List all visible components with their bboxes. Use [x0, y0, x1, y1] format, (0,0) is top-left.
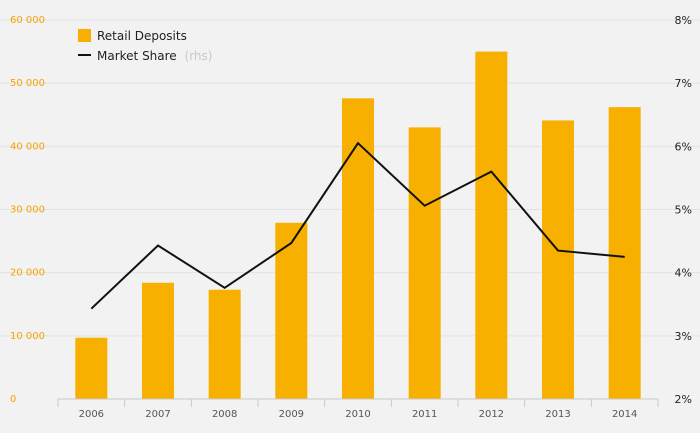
- y-right-tick-label: 6%: [675, 140, 692, 153]
- y-right-tick-label: 7%: [675, 77, 692, 90]
- x-tick-label: 2011: [412, 409, 437, 420]
- y-right-tick-label: 8%: [675, 14, 692, 27]
- x-axis-ticks: 2006 2007 2008 2009 2010 2011 2012 2013 2014: [79, 409, 638, 420]
- x-tick-label: 2014: [612, 409, 637, 420]
- x-tick-label: 2010: [345, 409, 370, 420]
- y-left-tick-label: 20 000: [10, 268, 45, 279]
- y-axis-left-ticks: 0 10 000 20 000 30 000 40 000 50 000 60 000: [10, 15, 45, 405]
- y-left-tick-label: 40 000: [10, 141, 45, 152]
- x-tick-label: 2009: [279, 409, 304, 420]
- bar-2010: [342, 98, 374, 400]
- bars-retail-deposits: [75, 51, 641, 400]
- y-left-tick-label: 50 000: [10, 78, 45, 89]
- x-tick-label: 2008: [212, 409, 237, 420]
- y-left-tick-label: 0: [10, 394, 16, 405]
- line-market-share: [90, 141, 625, 310]
- legend-market-share-suffix: (rhs): [185, 49, 213, 63]
- y-axis-right-ticks: 2% 3% 4% 5% 6% 7% 8%: [675, 14, 692, 406]
- bar-2013: [542, 120, 574, 399]
- bar-2014: [608, 107, 641, 400]
- bar-2011: [408, 127, 441, 399]
- legend-market-share-name: Market Share: [97, 49, 177, 63]
- x-axis: [57, 398, 659, 407]
- y-right-tick-label: 5%: [675, 204, 692, 217]
- bar-2007: [142, 282, 174, 399]
- legend[interactable]: Retail Deposits Market Share (rhs): [78, 29, 212, 63]
- y-left-tick-label: 30 000: [10, 205, 45, 216]
- bar-2006: [75, 337, 108, 399]
- y-left-tick-label: 10 000: [10, 331, 45, 342]
- x-tick-label: 2006: [79, 409, 104, 420]
- bar-2009: [275, 222, 308, 399]
- legend-label-market-share: Market Share (rhs): [97, 49, 212, 63]
- y-left-tick-label: 60 000: [10, 15, 45, 26]
- x-tick-label: 2012: [479, 409, 504, 420]
- x-tick-label: 2007: [145, 409, 170, 420]
- y-right-tick-label: 2%: [675, 393, 692, 406]
- x-tick-label: 2013: [545, 409, 570, 420]
- legend-label-retail-deposits: Retail Deposits: [97, 29, 187, 43]
- legend-swatch-retail-deposits: [78, 29, 91, 42]
- bar-2008: [208, 289, 241, 399]
- y-right-tick-label: 4%: [675, 267, 692, 280]
- bar-2012: [475, 51, 508, 399]
- y-right-tick-label: 3%: [675, 330, 692, 343]
